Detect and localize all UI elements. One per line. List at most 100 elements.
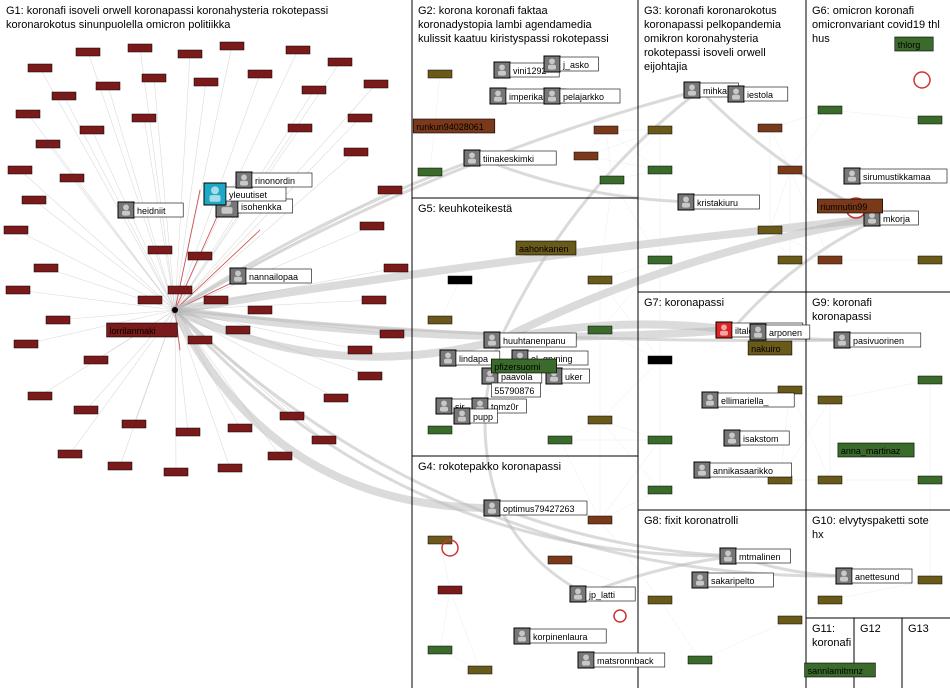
node-pelajarkko: pelajarkko — [544, 88, 620, 104]
small-node — [142, 74, 166, 82]
node-pupp: pupp — [454, 408, 498, 424]
group-label-G6: G6: omicron koronafi — [812, 5, 914, 17]
group-label-G3b: koronapassi pelkopandemia — [644, 19, 782, 31]
small-node — [60, 174, 84, 182]
group-label-G3c: omikron koronahysteria — [644, 33, 759, 45]
node-label-text: nakuiro — [751, 344, 781, 354]
small-node — [84, 356, 108, 364]
small-node — [360, 222, 384, 230]
node-label-text: optimus79427263 — [503, 504, 575, 514]
small-node — [378, 186, 402, 194]
small-node — [574, 152, 598, 160]
small-node — [648, 166, 672, 174]
node-riumnutin99: riumnutin99 — [817, 199, 882, 213]
small-node — [348, 114, 372, 122]
small-node — [364, 80, 388, 88]
group-label-G10: G10: elvytyspaketti sote — [812, 515, 929, 527]
node-j_asko: j_asko — [544, 56, 598, 72]
node-pasivuorinen: pasivuorinen — [834, 332, 921, 348]
node-label-text: mihkal — [703, 86, 729, 96]
group-label-G3d: rokotepassi isoveli orwell — [644, 47, 766, 59]
small-node — [648, 356, 672, 364]
group-label-G7: G7: koronapassi — [644, 297, 724, 309]
small-node — [8, 166, 32, 174]
node-label-text: tiinakeskimki — [483, 154, 534, 164]
node-runkun94028061: runkun94028061 — [413, 119, 495, 133]
node-label-text: runkun94028061 — [416, 122, 484, 132]
node-korpinenlaura: korpinenlaura — [514, 628, 606, 644]
node-label-text: pelajarkko — [563, 92, 604, 102]
node-label-text: isakstom — [743, 434, 779, 444]
node-matsronnback: matsronnback — [578, 652, 665, 668]
node-annikasaarikko: annikasaarikko — [694, 462, 792, 478]
node-label-text: kristakiuru — [697, 198, 738, 208]
small-node — [648, 486, 672, 494]
node-label-text: 55790876 — [494, 386, 534, 396]
small-node — [16, 110, 40, 118]
small-node — [818, 596, 842, 604]
node-label-text: annikasaarikko — [713, 466, 773, 476]
node-label-text: anettesund — [855, 572, 900, 582]
node-aahonkanen: aahonkanen — [516, 241, 576, 255]
small-node — [468, 666, 492, 674]
small-node — [52, 92, 76, 100]
small-node — [302, 86, 326, 94]
small-node — [918, 576, 942, 584]
node-label-text: mtmalinen — [739, 552, 781, 562]
small-node — [328, 58, 352, 66]
small-node — [4, 226, 28, 234]
node-55790876: 55790876 — [491, 383, 540, 397]
small-node — [778, 616, 802, 624]
small-node — [384, 264, 408, 272]
node-tiinakeskimki: tiinakeskimki — [464, 150, 556, 166]
node-lindapa: lindapa — [440, 350, 500, 366]
node-arponen: arponen — [750, 324, 810, 340]
small-node — [188, 252, 212, 260]
group-label-G5: G5: keuhkoteikestä — [418, 203, 513, 215]
node-label-text: sakaripelto — [711, 576, 755, 586]
small-node — [22, 196, 46, 204]
small-node — [588, 276, 612, 284]
small-node — [36, 140, 60, 148]
node-thlorg: thlorg — [895, 37, 933, 51]
node-label-text: arponen — [769, 328, 802, 338]
small-node — [138, 296, 162, 304]
node-label-text: huuhtanenpanu — [503, 336, 566, 346]
small-node — [148, 246, 172, 254]
node-anna_martinaz: anna_martinaz — [838, 443, 914, 457]
node-sakaripelto: sakaripelto — [692, 572, 773, 588]
node-iestola: iestola — [728, 86, 788, 102]
small-node — [818, 256, 842, 264]
small-node — [918, 476, 942, 484]
small-node — [362, 296, 386, 304]
node-label-text: vini1292 — [513, 66, 547, 76]
group-label-G9b: koronapassi — [812, 311, 871, 323]
small-node — [128, 44, 152, 52]
small-node — [46, 316, 70, 324]
small-node — [758, 124, 782, 132]
small-node — [428, 426, 452, 434]
group-label-G2: G2: korona koronafi faktaa — [418, 5, 549, 17]
group-label-G2c: kulissit kaatuu kiristyspassi rokotepass… — [418, 33, 609, 45]
small-node — [286, 46, 310, 54]
node-label-text: iestola — [747, 90, 773, 100]
node-anettesund: anettesund — [836, 568, 912, 584]
small-node — [164, 468, 188, 476]
small-node — [778, 166, 802, 174]
small-node — [204, 296, 228, 304]
small-node — [418, 168, 442, 176]
small-node — [428, 70, 452, 78]
small-node — [178, 50, 202, 58]
group-label-G13: G13 — [908, 623, 929, 635]
node-label-text: isohenkka — [241, 202, 282, 212]
small-node — [348, 346, 372, 354]
small-node — [758, 226, 782, 234]
small-node — [438, 586, 462, 594]
node-label-text: imperikari — [509, 92, 548, 102]
small-node — [344, 148, 368, 156]
node-lorrilanmaki: lorrilanmaki — [107, 323, 178, 337]
small-node — [648, 126, 672, 134]
small-node — [76, 48, 100, 56]
node-label-text: j_asko — [562, 60, 589, 70]
small-node — [132, 114, 156, 122]
